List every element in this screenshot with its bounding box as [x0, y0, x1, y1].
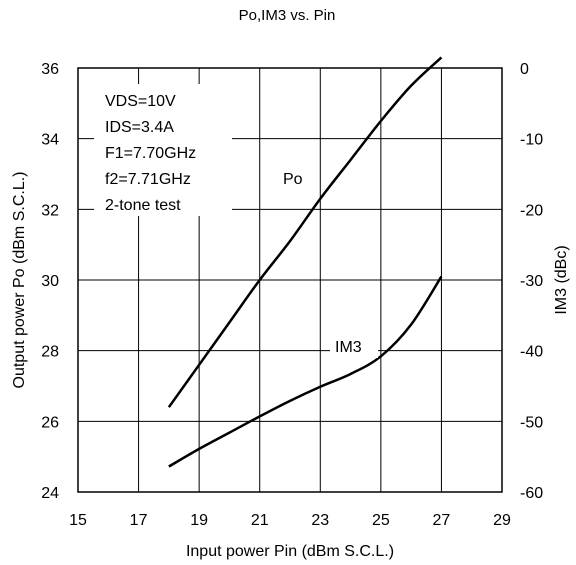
condition-line: F1=7.70GHz — [105, 145, 196, 162]
condition-line: 2-tone test — [105, 197, 181, 214]
y-right-tick-label: -60 — [520, 485, 543, 502]
y-left-tick-label: 30 — [41, 273, 59, 290]
series-label-po: Po — [283, 171, 303, 188]
x-tick-label: 21 — [251, 512, 269, 529]
y-right-tick-label: -40 — [520, 344, 543, 361]
series-line-po — [167, 56, 443, 408]
y-right-tick-label: -30 — [520, 273, 543, 290]
y-right-tick-label: -20 — [520, 202, 543, 219]
y-axis-left-ticks: 24 26 28 30 32 34 36 — [41, 61, 59, 502]
y-right-tick-label: 0 — [520, 61, 529, 78]
x-tick-label: 27 — [433, 512, 451, 529]
conditions-annotations: VDS=10V IDS=3.4A F1=7.70GHz f2=7.71GHz 2-ton… — [105, 93, 196, 214]
x-tick-label: 17 — [130, 512, 148, 529]
condition-line: VDS=10V — [105, 93, 176, 110]
conditions-box — [94, 84, 232, 216]
x-axis-label: Input power Pin (dBm S.C.L.) — [186, 543, 394, 560]
y-left-tick-label: 36 — [41, 61, 59, 78]
x-tick-label: 23 — [311, 512, 329, 529]
x-tick-label: 25 — [372, 512, 390, 529]
y-axis-right-label: IM3 (dBc) — [553, 245, 570, 314]
y-right-tick-label: -50 — [520, 414, 543, 431]
y-axis-right-ticks: -60 -50 -40 -30 -20 -10 0 — [520, 61, 543, 502]
x-axis-ticks: 15 17 19 21 23 25 27 29 — [69, 512, 511, 529]
x-tick-label: 19 — [190, 512, 208, 529]
y-left-tick-label: 28 — [41, 344, 59, 361]
y-left-tick-label: 24 — [41, 485, 59, 502]
y-left-tick-label: 26 — [41, 414, 59, 431]
y-left-tick-label: 32 — [41, 202, 59, 219]
y-right-tick-label: -10 — [520, 132, 543, 149]
x-tick-label: 29 — [493, 512, 511, 529]
condition-line: f2=7.71GHz — [105, 171, 191, 188]
series-label-im3: IM3 — [335, 339, 362, 356]
condition-line: IDS=3.4A — [105, 119, 174, 136]
y-axis-left-label: Output power Po (dBm S.C.L.) — [11, 172, 28, 389]
x-tick-label: 15 — [69, 512, 87, 529]
series-line-im3 — [168, 275, 443, 468]
y-left-tick-label: 34 — [41, 132, 59, 149]
plot-frame — [77, 67, 503, 493]
chart-title: Po,IM3 vs. Pin — [239, 7, 336, 24]
series-lines — [167, 56, 443, 468]
po-label-bg — [276, 166, 316, 190]
im3-label-bg — [330, 336, 378, 358]
